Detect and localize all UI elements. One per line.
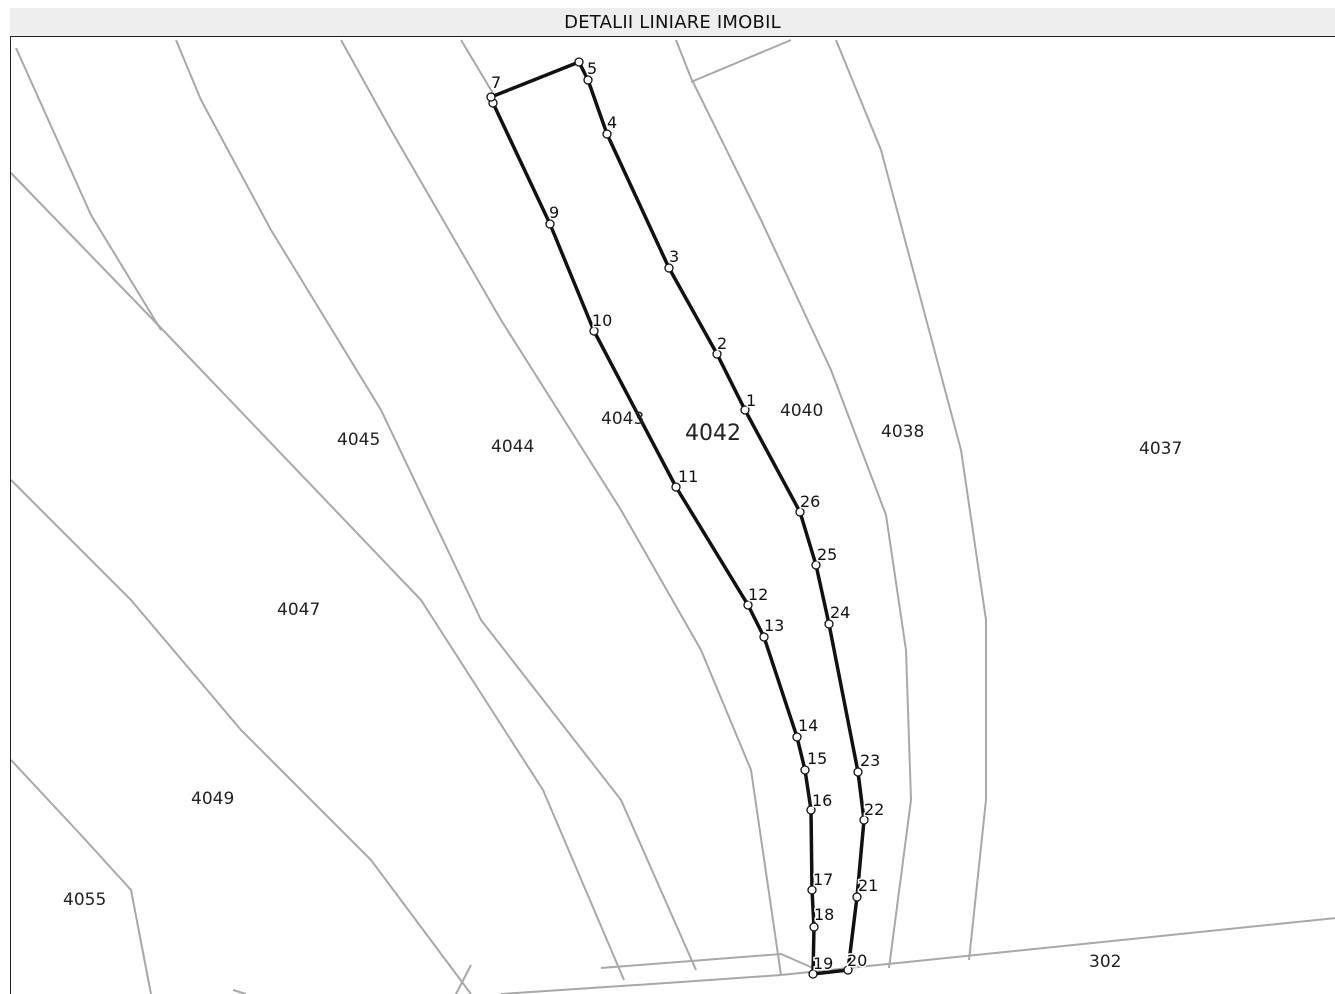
vertex-label: 18 — [814, 905, 834, 924]
parcel-line — [460, 39, 495, 96]
parcel-line — [340, 39, 782, 976]
vertex-label: 19 — [813, 954, 833, 973]
vertex-marker — [807, 885, 817, 895]
vertex-marker — [664, 263, 674, 273]
vertex-label: 15 — [807, 749, 827, 768]
vertex-label: 14 — [798, 716, 818, 735]
vertex-marker — [792, 732, 802, 742]
vertex-marker — [759, 632, 769, 642]
vertex-marker — [795, 507, 805, 517]
vertex-marker — [574, 57, 584, 67]
vertex-marker — [806, 805, 816, 815]
vertex-marker — [808, 969, 818, 979]
parcel-label[interactable]: 4055 — [63, 890, 106, 910]
vertex-label: 20 — [847, 951, 867, 970]
window-title: DETALII LINIARE IMOBIL — [10, 8, 1335, 37]
map-canvas[interactable]: 4055 4049 4047 4045 4044 4043 4040 4038 … — [11, 37, 1335, 994]
vertex-marker — [859, 815, 869, 825]
map-view[interactable]: 4055 4049 4047 4045 4044 4043 4040 4038 … — [10, 37, 1335, 994]
vertex-marker — [671, 482, 681, 492]
vertex-label: 25 — [817, 545, 837, 564]
parcel-line — [11, 759, 152, 994]
parcel-line — [11, 479, 472, 994]
parcel-label[interactable]: 4044 — [491, 437, 534, 457]
parcel-line — [455, 964, 472, 994]
vertex-label: 3 — [669, 247, 679, 266]
vertex-marker — [852, 892, 862, 902]
vertex-label: 22 — [864, 800, 884, 819]
vertex-marker — [545, 219, 555, 229]
vertex-label: 11 — [678, 467, 698, 486]
vertex-marker — [583, 75, 593, 85]
parcel-label[interactable]: 4038 — [881, 422, 924, 442]
parcel-line — [835, 39, 987, 961]
vertex-label: 24 — [830, 603, 850, 622]
parcel-label[interactable]: 4045 — [337, 430, 380, 450]
vertex-marker — [843, 965, 853, 975]
parcel-line — [15, 47, 162, 331]
vertex-label: 7 — [491, 73, 501, 92]
parcel-line — [500, 917, 1335, 994]
parcel-line — [232, 989, 247, 994]
parcel-lines — [11, 39, 1335, 994]
vertex-marker — [853, 767, 863, 777]
vertex-label: 1 — [746, 391, 756, 410]
vertex-label: 26 — [800, 492, 820, 511]
vertex-label: 9 — [549, 203, 559, 222]
vertex-marker — [811, 560, 821, 570]
vertex-marker — [824, 619, 834, 629]
parcel-line — [600, 952, 814, 969]
parcel-label[interactable]: 4047 — [277, 600, 320, 620]
parcel-label[interactable]: 4040 — [780, 401, 823, 421]
vertex-label: 5 — [587, 59, 597, 78]
parcel-label[interactable]: 4037 — [1139, 439, 1182, 459]
parcel-label[interactable]: 4049 — [191, 789, 234, 809]
parcel-4042-boundary[interactable] — [489, 60, 866, 976]
vertex-labels: 1 2 3 4 5 7 9 10 11 12 13 14 15 16 17 18… — [490, 58, 886, 975]
vertex-label: 16 — [812, 791, 832, 810]
vertex-marker — [800, 765, 810, 775]
vertex-marker — [740, 405, 750, 415]
vertex-label: 12 — [748, 585, 768, 604]
vertex-marker — [589, 326, 599, 336]
vertex-label: 10 — [592, 311, 612, 330]
vertex-label: 4 — [607, 113, 617, 132]
main-parcel-label[interactable]: 4042 — [685, 421, 741, 446]
vertex-marker — [809, 922, 819, 932]
parcel-label[interactable]: 4043 — [601, 409, 644, 429]
vertex-marker — [743, 600, 753, 610]
parcel-line — [175, 39, 697, 971]
vertex-label: 13 — [764, 616, 784, 635]
parcel-line — [11, 172, 625, 981]
vertex-label: 23 — [860, 751, 880, 770]
road-label[interactable]: 302 — [1089, 952, 1121, 972]
parcel-labels: 4055 4049 4047 4045 4044 4043 4040 4038 … — [63, 401, 1182, 972]
vertex-marker — [602, 129, 612, 139]
vertex-label: 2 — [717, 334, 727, 353]
parcel-line — [675, 39, 913, 969]
vertex-label: 17 — [813, 870, 833, 889]
boundary-vertices — [486, 57, 869, 979]
vertex-marker — [712, 349, 722, 359]
vertex-marker — [486, 92, 496, 102]
parcel-line — [690, 39, 792, 83]
vertex-label: 21 — [858, 876, 878, 895]
